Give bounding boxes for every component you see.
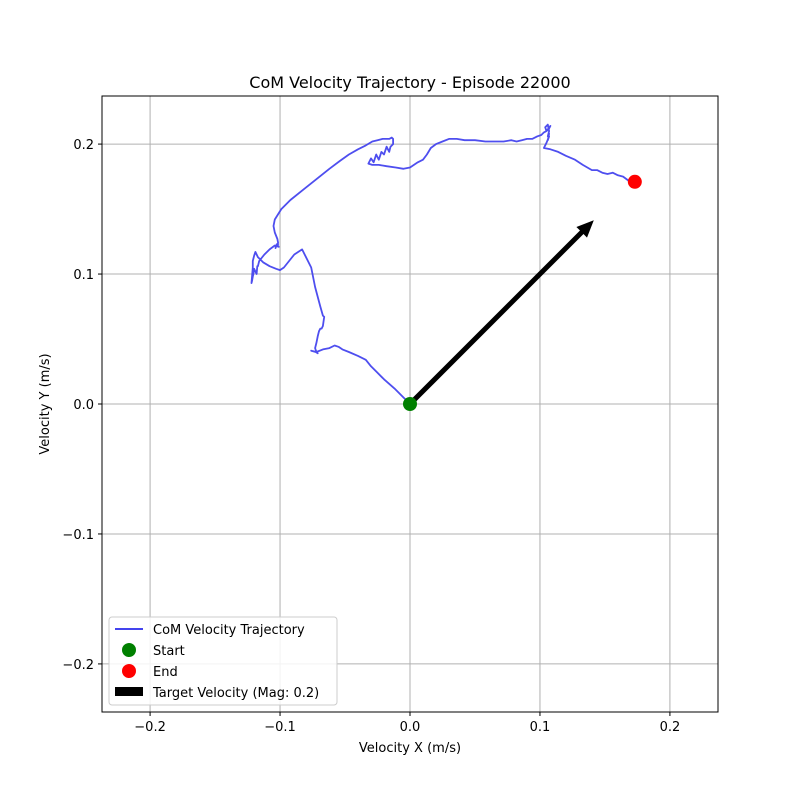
y-axis-label: Velocity Y (m/s) (38, 353, 53, 454)
x-tick-label: 0.1 (530, 720, 551, 735)
y-tick-label: −0.2 (62, 658, 94, 673)
x-tick-label: −0.1 (264, 720, 296, 735)
legend-start-label: Start (153, 644, 185, 659)
x-axis-label: Velocity X (m/s) (359, 741, 461, 756)
legend-start-marker (122, 643, 136, 657)
x-tick-label: −0.2 (134, 720, 166, 735)
trajectory-line (250, 123, 635, 405)
y-tick-label: −0.1 (62, 528, 94, 543)
start-marker (403, 397, 417, 411)
legend-box (108, 616, 338, 706)
legend: CoM Velocity Trajectory Start End Target… (108, 616, 338, 706)
y-tick-label: 0.2 (73, 138, 94, 153)
plot-data (250, 123, 642, 411)
target-velocity-arrow (408, 220, 594, 406)
legend-end-marker (122, 664, 136, 678)
legend-target-label: Target Velocity (Mag: 0.2) (152, 686, 319, 701)
x-tick-label: 0.2 (660, 720, 681, 735)
y-tick-label: 0.0 (73, 398, 94, 413)
end-marker (627, 174, 642, 189)
legend-target-swatch (115, 687, 143, 696)
ticks: −0.2 −0.1 0.0 0.1 0.2 −0.2 −0.1 0.0 0.1 0.2 (62, 138, 680, 735)
legend-trajectory-label: CoM Velocity Trajectory (153, 623, 305, 638)
x-tick-label: 0.0 (400, 720, 421, 735)
chart-title: CoM Velocity Trajectory - Episode 22000 (249, 73, 570, 92)
y-tick-label: 0.1 (73, 268, 94, 283)
legend-end-label: End (153, 665, 178, 680)
